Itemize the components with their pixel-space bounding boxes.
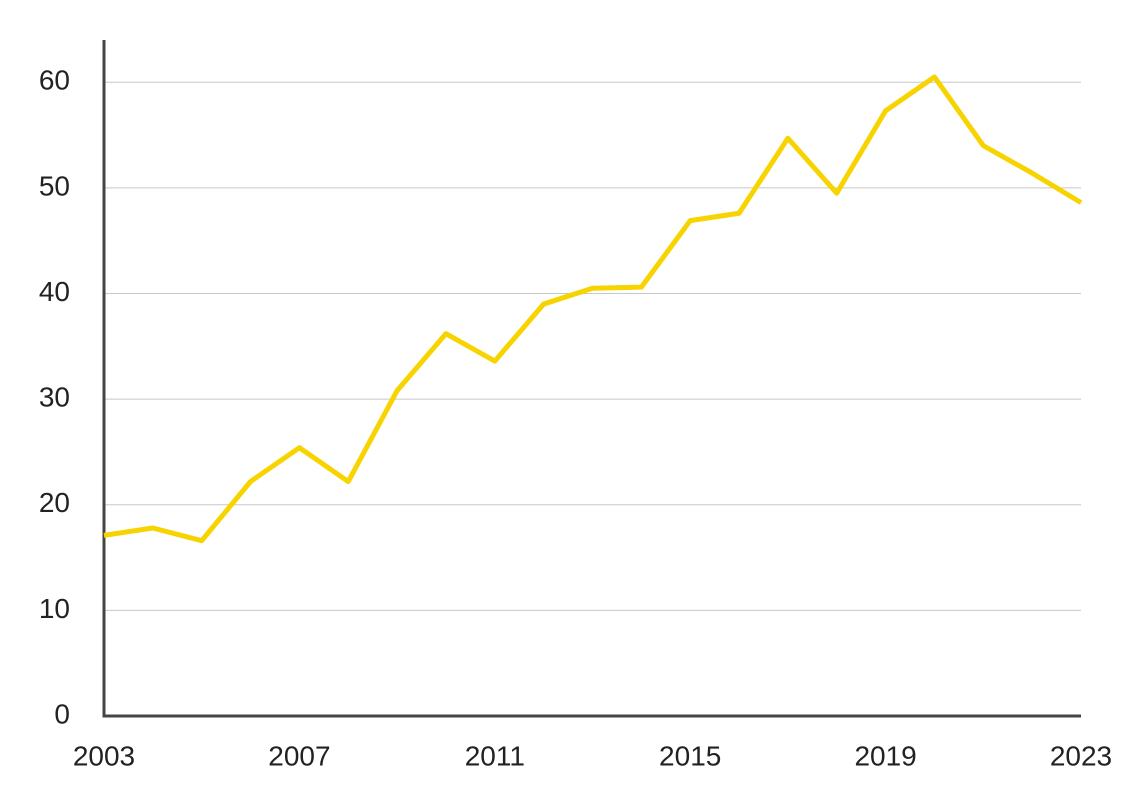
x-tick-label: 2019 <box>854 740 916 771</box>
line-series <box>103 74 1083 544</box>
x-tick-label: 2023 <box>1050 740 1112 771</box>
y-tick-label: 30 <box>39 382 70 413</box>
x-tick-label: 2011 <box>465 740 525 771</box>
y-tick-label: 60 <box>39 65 70 96</box>
x-tick-label: 2007 <box>268 740 330 771</box>
y-tick-label: 10 <box>39 593 70 624</box>
x-tick-label: 2015 <box>659 740 721 771</box>
y-tick-label: 0 <box>54 698 70 729</box>
y-tick-label: 20 <box>39 487 70 518</box>
y-tick-label: 40 <box>39 276 70 307</box>
y-tick-label: 50 <box>39 170 70 201</box>
x-tick-label: 2003 <box>73 740 135 771</box>
